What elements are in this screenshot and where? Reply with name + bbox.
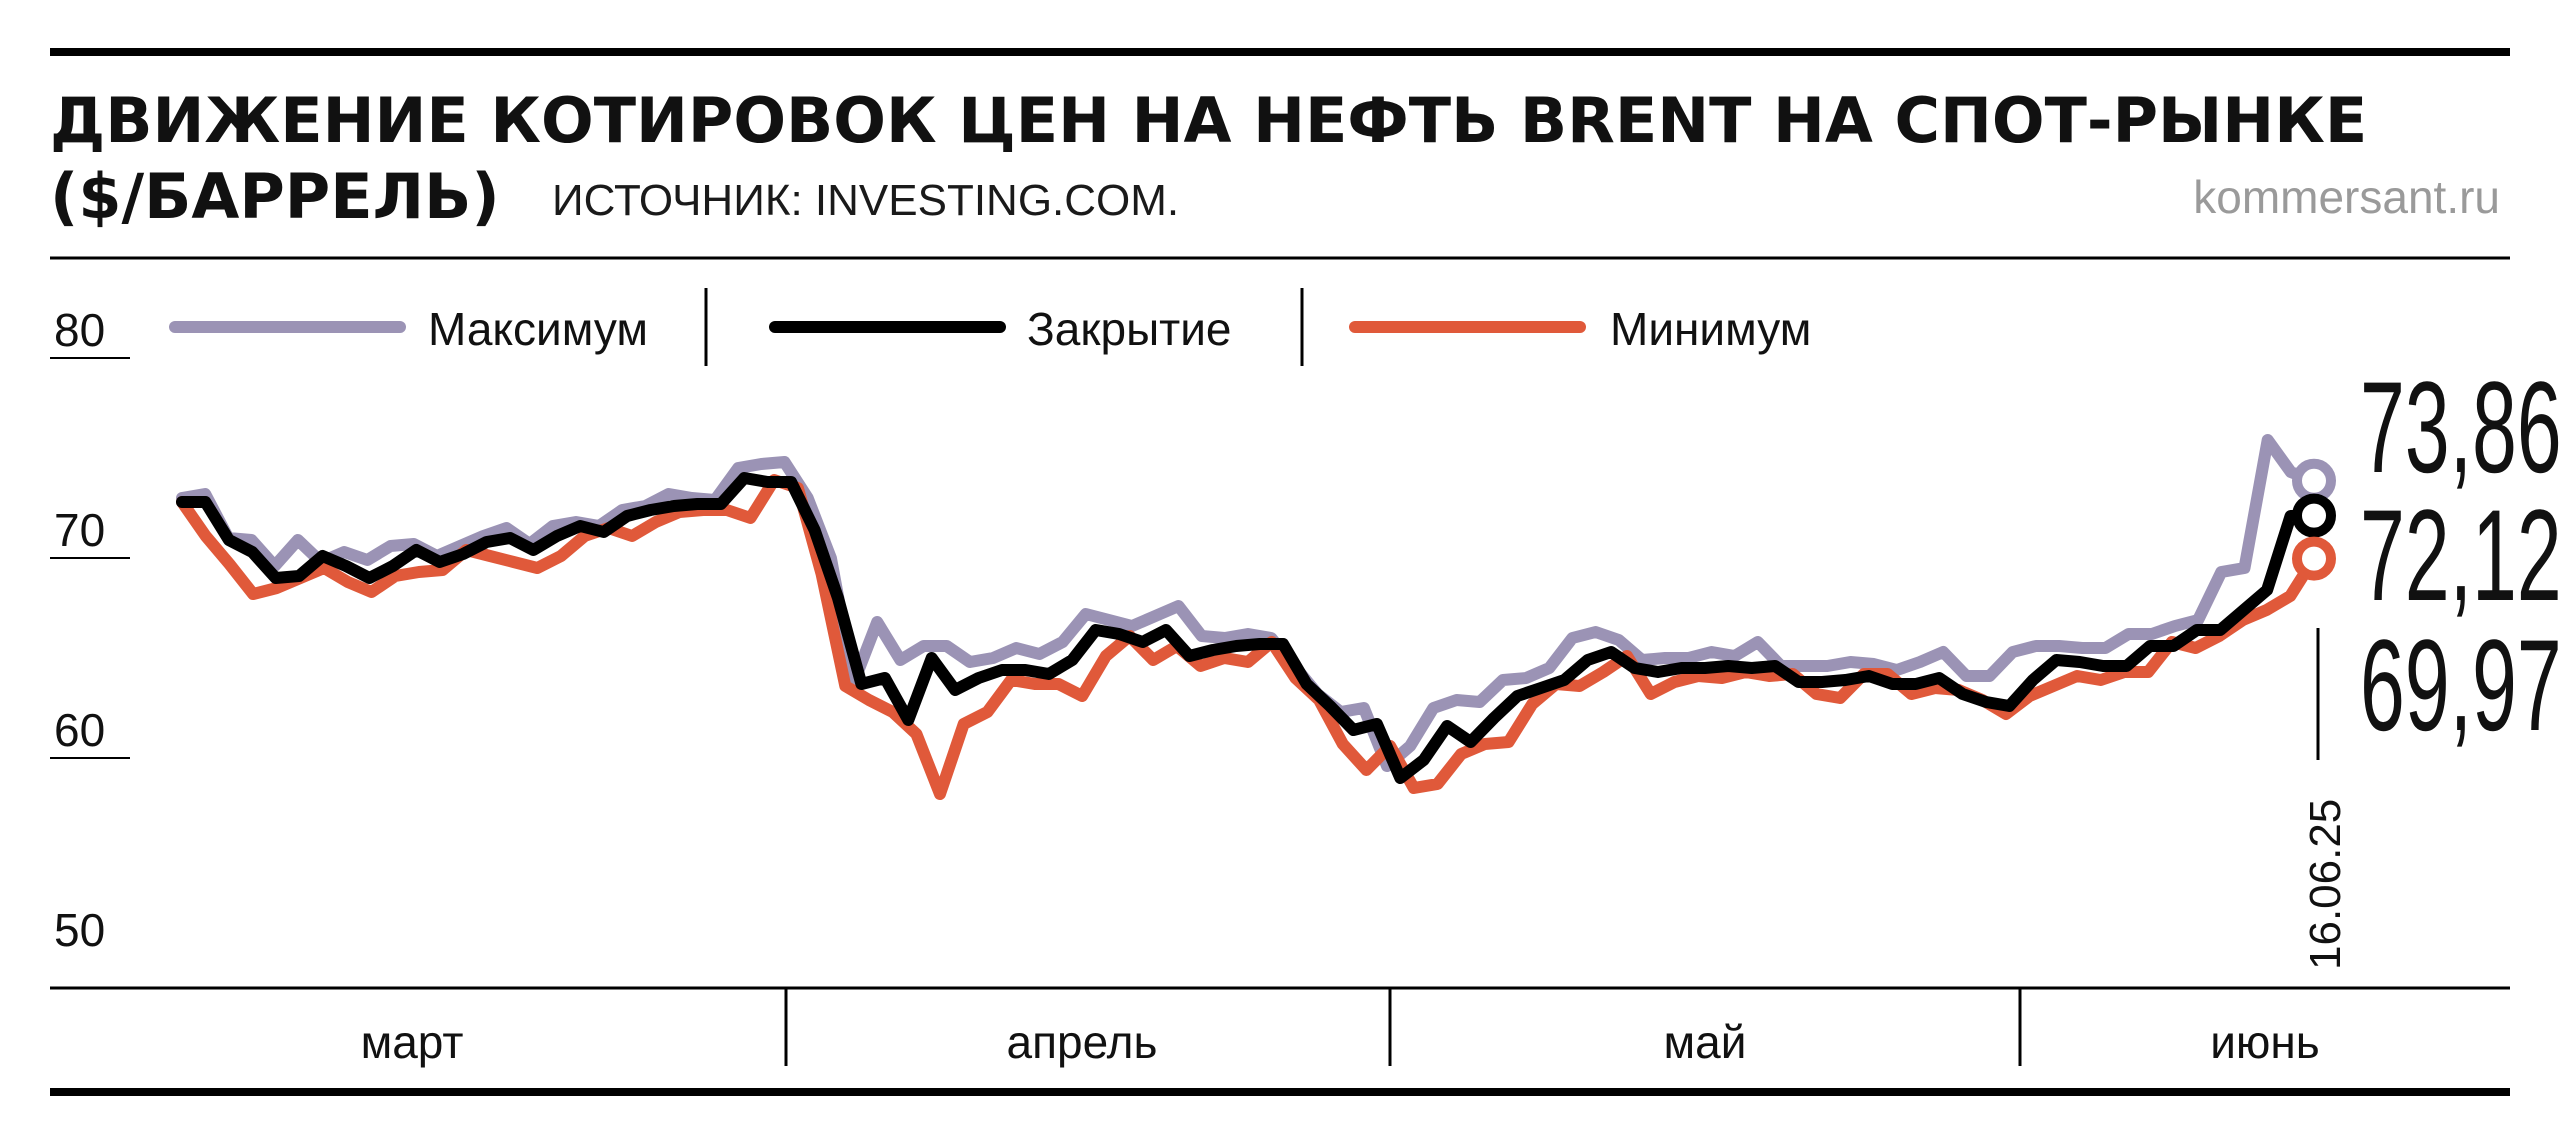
last-date-label: 16.06.25 bbox=[2301, 799, 2350, 970]
month-separators bbox=[784, 988, 2022, 1066]
end-marker-max bbox=[2292, 458, 2336, 503]
site-credit: kommersant.ru bbox=[2193, 171, 2500, 223]
end-marker-close bbox=[2292, 493, 2336, 538]
legend: Максимум Закрытие Минимум bbox=[169, 288, 1811, 366]
source-note: ИСТОЧНИК: INVESTING.COM. bbox=[552, 176, 1179, 225]
last-value-close: 72,12 bbox=[2360, 482, 2560, 627]
y-tick-label: 50 bbox=[54, 904, 105, 956]
month-label-june: июнь bbox=[2210, 1016, 2320, 1068]
end-marker-min bbox=[2292, 536, 2336, 581]
legend-label-min: Минимум bbox=[1610, 303, 1811, 355]
y-axis: 50 60 70 80 bbox=[50, 304, 130, 956]
series-line-max bbox=[176, 434, 2320, 772]
y-tick-label: 60 bbox=[54, 704, 105, 756]
series-line-close bbox=[176, 472, 2320, 784]
end-markers bbox=[2292, 458, 2336, 581]
chart-title-line1: ДВИЖЕНИЕ КОТИРОВОК ЦЕН НА НЕФТЬ BRENT НА… bbox=[50, 84, 2367, 157]
legend-label-max: Максимум bbox=[428, 303, 648, 355]
legend-label-close: Закрытие bbox=[1027, 303, 1231, 355]
y-tick-label: 70 bbox=[54, 504, 105, 556]
last-value-min: 69,97 bbox=[2360, 612, 2560, 757]
y-tick-label: 80 bbox=[54, 304, 105, 356]
month-label-april: апрель bbox=[1007, 1016, 1158, 1068]
month-label-may: май bbox=[1664, 1016, 1747, 1068]
chart-title-line2: ($/БАРРЕЛЬ) bbox=[50, 160, 500, 233]
last-value-max: 73,86 bbox=[2360, 354, 2560, 499]
series-group bbox=[176, 434, 2320, 800]
month-label-march: март bbox=[361, 1016, 464, 1068]
